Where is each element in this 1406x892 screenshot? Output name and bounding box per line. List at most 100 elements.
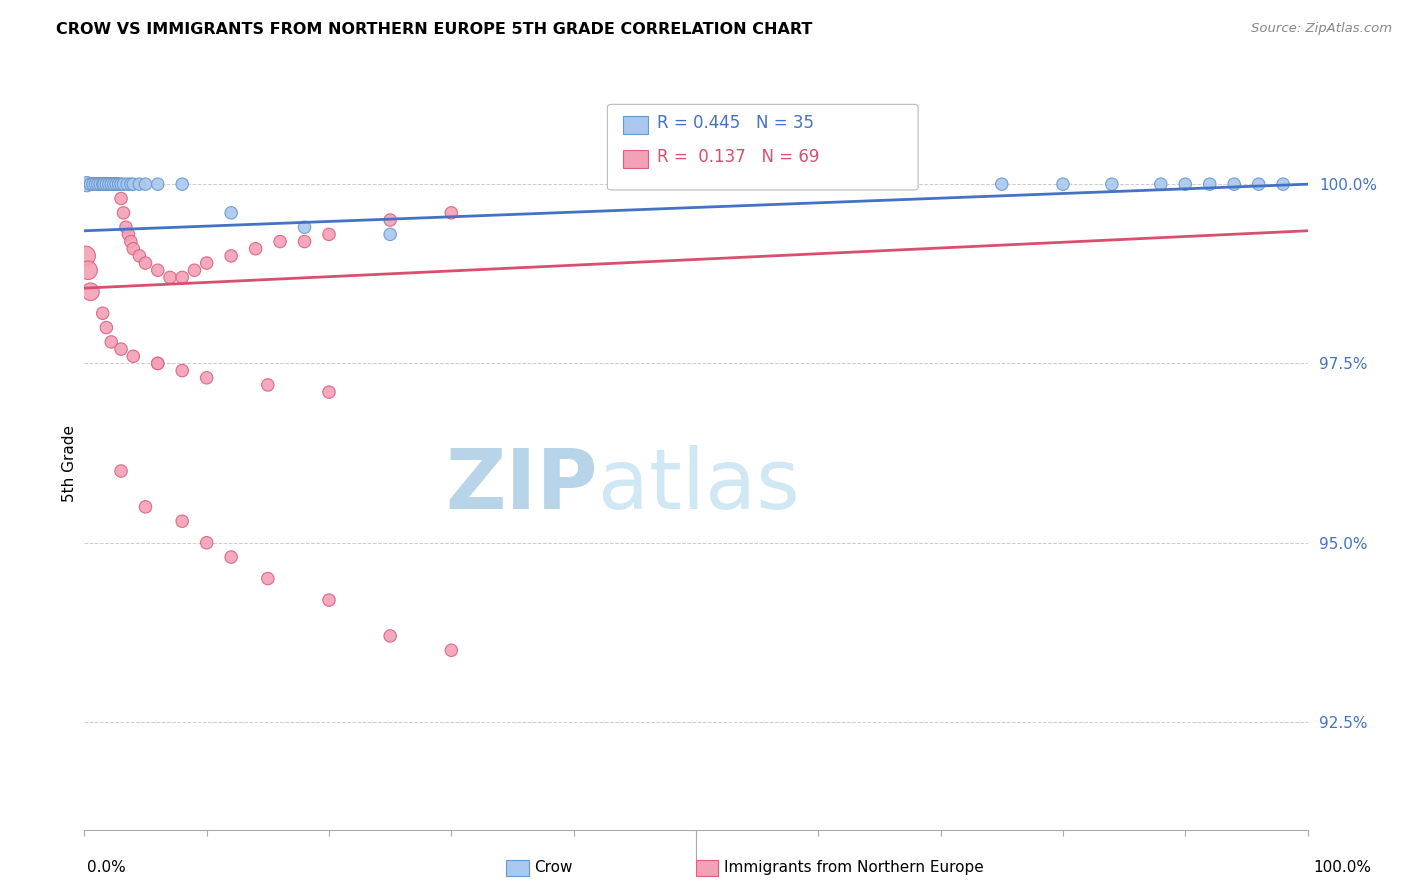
Point <box>79 177 101 191</box>
Point <box>135 177 157 191</box>
Point <box>87 177 110 191</box>
Text: 100.0%: 100.0% <box>1313 860 1371 874</box>
Point <box>380 227 402 242</box>
Point <box>104 177 127 191</box>
Point <box>110 177 132 191</box>
Point <box>195 371 218 385</box>
Point <box>380 213 402 227</box>
Point <box>79 177 101 191</box>
Point <box>107 177 129 191</box>
Point <box>84 177 107 191</box>
Point <box>100 177 122 191</box>
Point <box>257 378 280 392</box>
Point <box>86 177 108 191</box>
Point <box>219 550 242 565</box>
Point <box>105 177 128 191</box>
Point <box>117 227 139 242</box>
Point <box>1052 177 1074 191</box>
Point <box>120 235 142 249</box>
Point <box>97 177 120 191</box>
Point <box>97 177 120 191</box>
Point <box>128 177 150 191</box>
Point <box>101 177 124 191</box>
Point <box>380 629 402 643</box>
Point <box>110 192 132 206</box>
Point <box>96 320 118 334</box>
Point <box>183 263 205 277</box>
Point <box>128 249 150 263</box>
Point <box>135 500 157 514</box>
Point <box>83 177 105 191</box>
Point <box>1101 177 1123 191</box>
Point <box>122 349 145 363</box>
Point <box>82 177 104 191</box>
Text: CROW VS IMMIGRANTS FROM NORTHERN EUROPE 5TH GRADE CORRELATION CHART: CROW VS IMMIGRANTS FROM NORTHERN EUROPE … <box>56 22 813 37</box>
Point <box>294 235 316 249</box>
Point <box>110 342 132 356</box>
Point <box>120 177 142 191</box>
Text: R = 0.445   N = 35: R = 0.445 N = 35 <box>657 114 814 132</box>
Point <box>294 220 316 235</box>
Point <box>1272 177 1295 191</box>
Point <box>1150 177 1173 191</box>
Point <box>90 177 112 191</box>
Point <box>146 263 169 277</box>
Point <box>195 256 218 270</box>
Point <box>100 177 122 191</box>
Text: ZIP: ZIP <box>446 445 598 526</box>
Point <box>990 177 1012 191</box>
Text: 0.0%: 0.0% <box>87 860 127 874</box>
Point <box>79 285 101 299</box>
Point <box>97 177 120 191</box>
Point <box>172 270 194 285</box>
Point <box>112 177 135 191</box>
Point <box>84 177 107 191</box>
Point <box>91 306 114 320</box>
Point <box>80 177 103 191</box>
Point <box>440 643 463 657</box>
Point <box>159 270 181 285</box>
Point <box>115 177 138 191</box>
Point <box>172 363 194 377</box>
Point <box>115 220 138 235</box>
Point <box>122 177 145 191</box>
Point <box>91 177 114 191</box>
Point <box>89 177 111 191</box>
Point <box>91 177 114 191</box>
Point <box>105 177 128 191</box>
Point <box>219 206 242 220</box>
Point <box>87 177 110 191</box>
Point <box>93 177 115 191</box>
Point <box>318 227 340 242</box>
Point <box>87 177 110 191</box>
Text: Immigrants from Northern Europe: Immigrants from Northern Europe <box>724 860 984 874</box>
Point <box>172 177 194 191</box>
Point <box>96 177 118 191</box>
Point <box>122 242 145 256</box>
Point <box>82 177 104 191</box>
Text: R =  0.137   N = 69: R = 0.137 N = 69 <box>657 148 818 166</box>
Text: atlas: atlas <box>598 445 800 526</box>
Point <box>94 177 117 191</box>
Point <box>318 593 340 607</box>
Point <box>1174 177 1197 191</box>
Point <box>245 242 267 256</box>
Point <box>93 177 115 191</box>
Point <box>195 535 218 549</box>
Point <box>105 177 128 191</box>
Point <box>110 464 132 478</box>
Point <box>100 334 122 349</box>
Point <box>96 177 118 191</box>
Point <box>440 206 463 220</box>
Point <box>77 263 100 277</box>
Point <box>75 249 97 263</box>
Point <box>172 514 194 528</box>
Point <box>146 356 169 370</box>
Point <box>1223 177 1246 191</box>
Point <box>146 356 169 370</box>
Point <box>76 177 98 191</box>
Point <box>107 177 129 191</box>
Point <box>89 177 111 191</box>
Point <box>103 177 125 191</box>
Point <box>76 177 98 191</box>
